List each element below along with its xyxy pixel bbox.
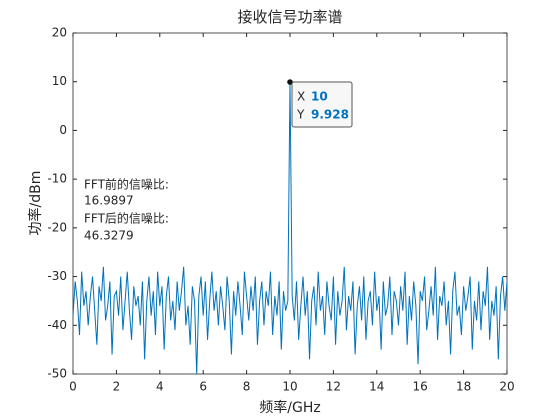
annotation: 46.3279: [84, 229, 134, 243]
y-tick-label: -30: [47, 269, 67, 283]
y-axis-label: 功率/dBm: [27, 171, 44, 236]
x-tick-label: 0: [69, 380, 77, 394]
x-axis-label: 频率/GHz: [259, 399, 320, 416]
x-tick-label: 8: [243, 380, 251, 394]
y-tick-label: 0: [59, 123, 67, 137]
datatip-y-value: 9.928: [311, 108, 349, 122]
datatip-y-label: Y: [296, 108, 305, 122]
x-tick-label: 18: [456, 380, 471, 394]
datatip: X 10 Y 9.928: [291, 81, 353, 128]
datatip-marker: [287, 79, 293, 85]
x-tick-label: 12: [326, 380, 341, 394]
y-tick-label: -10: [47, 172, 67, 186]
x-tick-label: 6: [199, 380, 207, 394]
y-tick-label: -40: [47, 318, 67, 332]
annotation: FFT后的信噪比:: [84, 211, 169, 226]
x-tick-label: 20: [499, 380, 514, 394]
datatip-x-label: X: [297, 90, 305, 104]
x-tick-label: 14: [369, 380, 384, 394]
chart-title: 接收信号功率谱: [237, 8, 342, 26]
datatip-x-value: 10: [311, 90, 328, 104]
x-tick-label: 10: [282, 380, 297, 394]
x-tick-label: 4: [156, 380, 164, 394]
y-tick-label: 10: [52, 74, 67, 88]
datatip-box: [291, 81, 353, 128]
annotation: 16.9897: [84, 194, 134, 208]
y-tick-label: -20: [47, 220, 67, 234]
x-tick-label: 2: [113, 380, 121, 394]
plot-area: -50 -40 -30 -20 -10 0 10 20 0 2 4 6 8 10 12 14 16 18 20: [47, 26, 514, 394]
y-tick-label: 20: [52, 26, 67, 40]
y-tick-label: -50: [47, 367, 67, 381]
annotation: FFT前的信噪比:: [84, 177, 169, 192]
x-tick-label: 16: [413, 380, 428, 394]
